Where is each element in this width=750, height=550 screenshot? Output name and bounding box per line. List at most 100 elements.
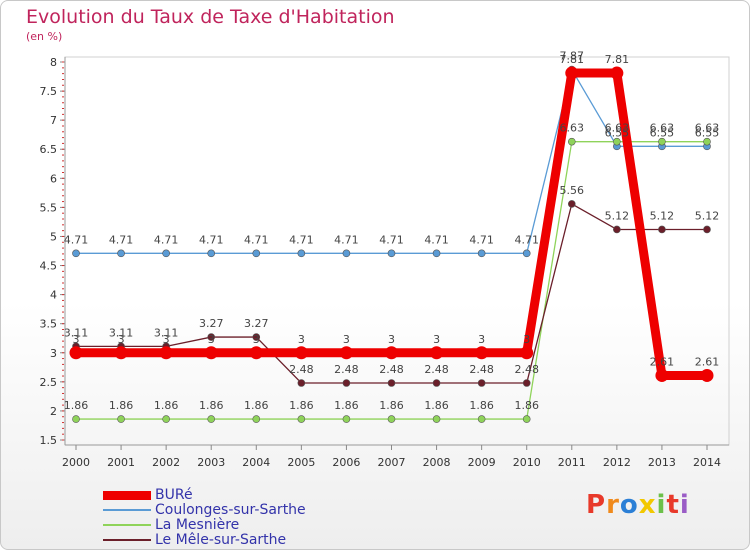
data-point	[565, 66, 579, 80]
data-label: 1.86	[424, 399, 449, 412]
data-point	[477, 415, 486, 423]
y-tick-label: 4	[50, 289, 57, 302]
data-point	[252, 249, 261, 258]
legend-label: Coulonges-sur-Sarthe	[155, 502, 306, 518]
x-tick-label: 2002	[152, 456, 180, 469]
data-label: 2.61	[695, 355, 720, 368]
data-label: 3	[523, 333, 530, 346]
data-point	[477, 249, 486, 258]
data-point	[69, 346, 83, 360]
data-label: 3.27	[244, 317, 269, 330]
data-point	[387, 379, 396, 387]
data-label: 1.86	[244, 399, 269, 412]
data-label: 2.61	[650, 355, 675, 368]
y-tick-label: 2	[50, 405, 57, 418]
data-point	[294, 346, 308, 360]
data-label: 4.71	[244, 233, 269, 246]
data-label: 1.86	[514, 399, 539, 412]
data-label: 2.48	[514, 363, 539, 376]
data-label: 4.71	[379, 233, 404, 246]
data-label: 3.27	[199, 317, 224, 330]
data-point	[610, 66, 624, 80]
data-label: 3	[118, 333, 125, 346]
data-point	[117, 249, 125, 258]
legend-label: La Mesnière	[155, 517, 240, 533]
data-label: 5.12	[605, 209, 630, 222]
data-label: 1.86	[379, 399, 404, 412]
data-label: 3	[208, 333, 215, 346]
x-tick-label: 2013	[648, 456, 676, 469]
x-tick-label: 2014	[693, 456, 721, 469]
data-point	[703, 137, 711, 146]
x-tick-label: 2009	[468, 456, 496, 469]
data-label: 3.11	[154, 326, 179, 339]
data-label: 5.56	[560, 184, 585, 197]
data-point	[342, 249, 351, 258]
data-label: 4.71	[514, 233, 539, 246]
data-label: 1.86	[199, 399, 224, 412]
legend-swatch	[103, 524, 151, 526]
data-label: 4.71	[154, 233, 179, 246]
legend-swatch	[103, 490, 151, 500]
legend-swatch	[103, 509, 151, 511]
data-label: 3.11	[64, 326, 89, 339]
data-point	[432, 379, 441, 387]
x-tick-label: 2007	[378, 456, 406, 469]
y-tick-label: 2.5	[40, 376, 58, 389]
data-label: 2.48	[289, 363, 314, 376]
data-label: 4.71	[64, 233, 89, 246]
data-point	[204, 346, 218, 360]
data-label: 2.48	[334, 363, 359, 376]
legend-swatch	[103, 539, 151, 541]
data-label: 3	[163, 333, 170, 346]
x-tick-label: 2005	[287, 456, 315, 469]
series-line-2	[75, 141, 708, 420]
data-label: 5.12	[695, 209, 720, 222]
legend-item: Le Mêle-sur-Sarthe	[103, 532, 286, 548]
data-label: 3.11	[109, 326, 134, 339]
data-label: 1.86	[154, 399, 179, 412]
data-point	[613, 137, 621, 146]
data-label: 3	[343, 333, 350, 346]
data-point	[567, 137, 576, 146]
y-tick-label: 8	[50, 56, 57, 69]
data-label: 6.55	[650, 126, 675, 139]
data-label: 4.71	[424, 233, 449, 246]
y-tick-label: 7	[50, 114, 57, 127]
data-point	[387, 415, 396, 423]
x-tick-label: 2003	[197, 456, 225, 469]
data-point	[342, 379, 351, 387]
data-label: 4.71	[334, 233, 359, 246]
data-point	[297, 249, 306, 258]
data-label: 3	[388, 333, 395, 346]
data-point	[385, 346, 398, 360]
data-label: 6.63	[605, 122, 630, 135]
data-point	[432, 415, 441, 423]
data-label: 6.63	[650, 122, 675, 135]
data-point	[613, 225, 621, 234]
legend-item: BURé	[103, 487, 193, 503]
data-point	[475, 346, 489, 360]
data-label: 1.86	[289, 399, 314, 412]
x-tick-label: 2000	[62, 456, 90, 469]
data-point	[703, 225, 711, 234]
chart-subtitle: (en %)	[26, 30, 63, 43]
data-point	[72, 249, 80, 258]
data-point	[249, 346, 263, 360]
data-label: 4.71	[109, 233, 134, 246]
data-point	[520, 346, 534, 360]
data-point	[522, 249, 531, 258]
data-point	[207, 333, 216, 341]
data-point	[658, 137, 666, 146]
y-tick-label: 3.5	[40, 318, 58, 331]
data-point	[72, 415, 80, 423]
data-point	[117, 415, 125, 423]
data-label: 2.48	[424, 363, 449, 376]
x-tick-label: 2006	[332, 456, 360, 469]
data-label: 3	[433, 333, 440, 346]
legend-label: Le Mêle-sur-Sarthe	[155, 532, 287, 548]
data-label: 4.71	[289, 233, 314, 246]
data-point	[297, 415, 306, 423]
data-label: 2.48	[379, 363, 404, 376]
legend-item: Coulonges-sur-Sarthe	[103, 502, 306, 518]
